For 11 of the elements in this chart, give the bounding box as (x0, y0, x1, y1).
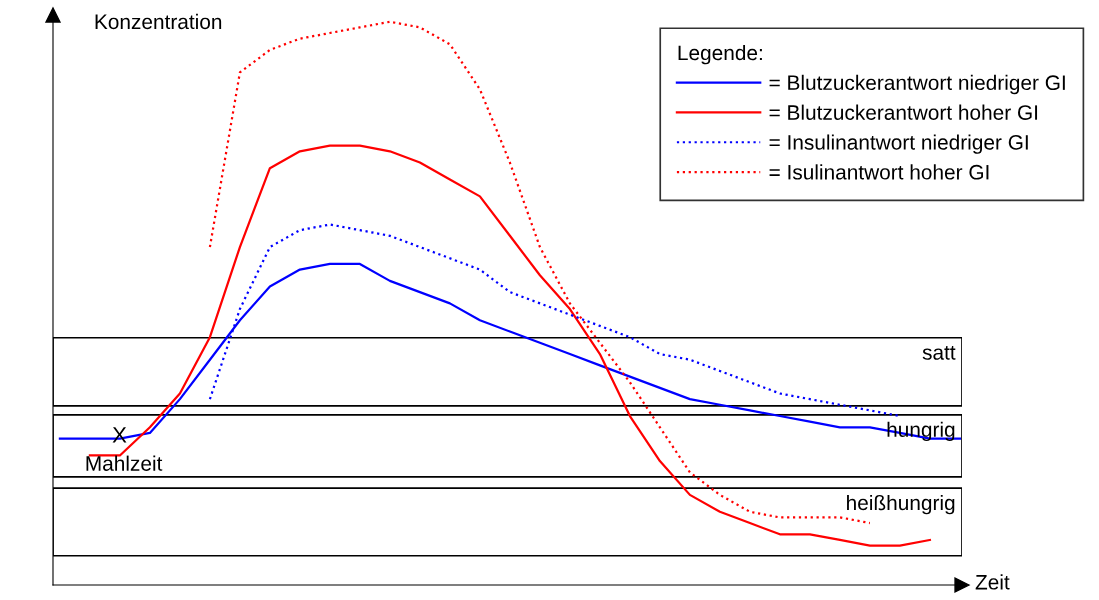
band-label: heißhungrig (847, 494, 955, 515)
x-axis-title: Zeit (975, 574, 1010, 590)
band-label: satt (922, 346, 956, 360)
legend-label: = Blutzuckerantwort niedriger GI (769, 74, 1065, 95)
y-axis-title: Konzentration (95, 13, 222, 30)
legend-label: = Blutzuckerantwort hoher GI (769, 104, 1038, 120)
legend-label: = Insulinantwort niedriger GI (769, 134, 1028, 154)
legend-title: Legende: (678, 44, 762, 65)
band-label: hungrig (887, 421, 955, 442)
legend-label: = Isulinantwort hoher GI (769, 164, 989, 180)
annotation: Mahlzeit (86, 455, 163, 471)
